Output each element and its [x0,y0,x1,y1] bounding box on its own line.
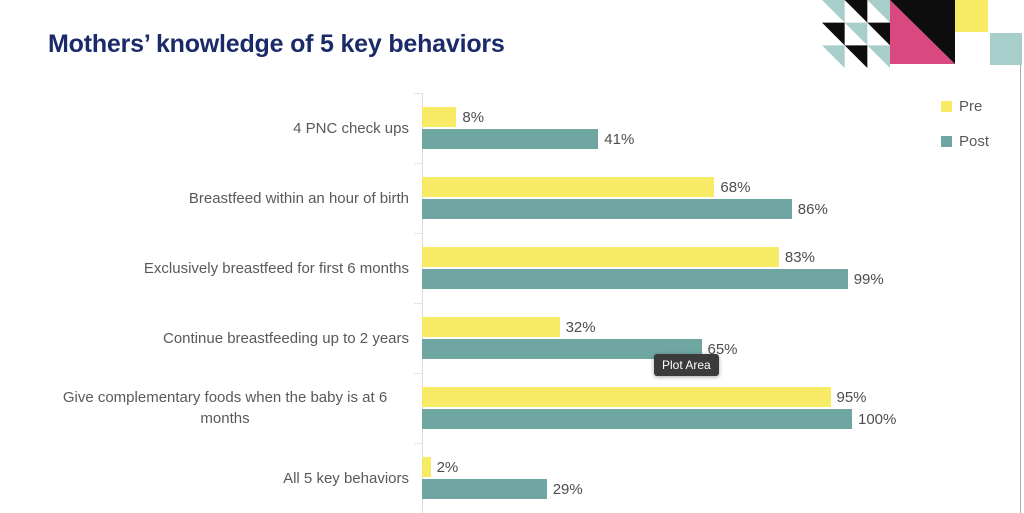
pre-bar[interactable] [422,387,831,407]
post-bar[interactable] [422,409,852,429]
category-label-cell: Exclusively breastfeed for first 6 month… [0,233,422,303]
pre-value-label: 95% [836,388,867,406]
post-bar[interactable] [422,339,702,359]
category-row: Continue breastfeeding up to 2 years 32%… [0,303,900,373]
legend-item-pre: Pre [941,97,989,116]
pre-bar-line: 68% [422,177,828,197]
bar-group: 8% 41% [422,93,634,163]
pre-value-label: 2% [436,458,459,476]
legend-label-post: Post [959,133,990,150]
pre-bar-line: 8% [422,107,634,127]
pre-bar[interactable] [422,177,715,197]
category-label: Give complementary foods when the baby i… [62,389,388,427]
pre-bar[interactable] [422,107,457,127]
category-label: Continue breastfeeding up to 2 years [163,329,409,347]
chart-title: Mothers’ knowledge of 5 key behaviors [48,30,505,58]
post-bar-line: 99% [422,269,884,289]
category-label-cell: Continue breastfeeding up to 2 years [0,303,422,373]
pre-bar[interactable] [422,457,431,477]
pre-swatch-icon [941,101,952,112]
category-label-cell: All 5 key behaviors [0,443,422,513]
axis-tick [414,373,422,374]
category-label-cell: 4 PNC check ups [0,93,422,163]
pre-bar-line: 83% [422,247,884,267]
pre-bar-line: 2% [422,457,583,477]
yellow-square-icon [955,0,988,32]
post-value-label: 41% [604,130,635,148]
post-bar-line: 41% [422,129,634,149]
teal-square-icon [990,33,1022,65]
category-row: Give complementary foods when the baby i… [0,373,900,443]
y-axis-line [422,93,423,513]
category-label-cell: Give complementary foods when the baby i… [0,373,422,443]
slide-edge-line [1020,65,1021,513]
post-bar[interactable] [422,269,848,289]
category-row: 4 PNC check ups 8% 41% [0,93,900,163]
category-label: Breastfeed within an hour of birth [188,189,409,207]
pre-value-label: 8% [462,108,485,126]
category-label: All 5 key behaviors [283,469,409,487]
legend-item-post: Post [941,132,989,151]
axis-tick [414,443,422,444]
bar-group: 32% 65% [422,303,738,373]
plot-area-tooltip: Plot Area [654,354,719,376]
post-bar[interactable] [422,129,599,149]
pre-value-label: 83% [784,248,815,266]
category-row: Exclusively breastfeed for first 6 month… [0,233,900,303]
post-value-label: 100% [858,410,897,428]
axis-tick [414,303,422,304]
triangle-pattern-icon [822,0,890,68]
pre-value-label: 32% [565,318,596,336]
post-bar-line: 29% [422,479,583,499]
axis-tick [414,233,422,234]
post-bar-line: 100% [422,409,896,429]
post-swatch-icon [941,136,952,147]
category-row: All 5 key behaviors 2% 29% [0,443,900,513]
pink-black-square-icon [890,0,955,64]
bar-group: 68% 86% [422,163,828,233]
post-value-label: 86% [797,200,828,218]
axis-tick [414,163,422,164]
pre-bar[interactable] [422,247,779,267]
post-value-label: 99% [853,270,884,288]
legend-label-pre: Pre [959,98,983,115]
bar-group: 2% 29% [422,443,583,513]
category-row: Breastfeed within an hour of birth 68% 8… [0,163,900,233]
post-bar-line: 86% [422,199,828,219]
post-value-label: 29% [552,480,583,498]
pre-value-label: 68% [720,178,751,196]
post-bar-line: 65% [422,339,738,359]
black-triangle-icon [890,0,955,64]
post-bar[interactable] [422,199,792,219]
post-value-label: 65% [707,340,738,358]
category-label-cell: Breastfeed within an hour of birth [0,163,422,233]
pre-bar[interactable] [422,317,560,337]
category-label: Exclusively breastfeed for first 6 month… [143,259,409,277]
chart-legend: Pre Post [941,97,989,151]
bar-chart-plot-area[interactable]: 4 PNC check ups 8% 41% Breastfeed within… [0,93,1024,513]
pre-bar-line: 32% [422,317,738,337]
bar-group: 83% 99% [422,233,884,303]
axis-tick [414,93,422,94]
post-bar[interactable] [422,479,547,499]
bar-group: 95% 100% [422,373,896,443]
category-label: 4 PNC check ups [293,119,409,137]
pre-bar-line: 95% [422,387,896,407]
